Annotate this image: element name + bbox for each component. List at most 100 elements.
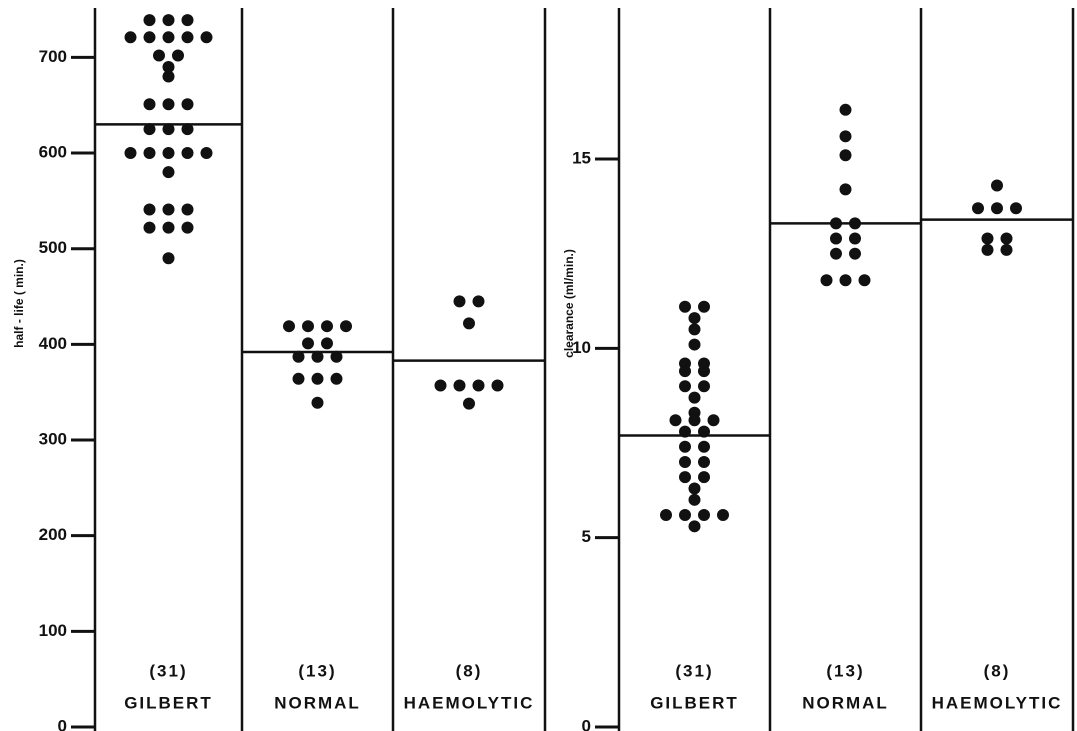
y-tick-label: 100 <box>39 621 67 640</box>
category-label: HAEMOLYTIC <box>932 693 1063 712</box>
y-tick-label: 600 <box>39 143 67 162</box>
data-point <box>858 274 871 287</box>
data-point <box>302 337 314 350</box>
data-point <box>200 147 213 160</box>
data-point <box>453 295 466 308</box>
data-point <box>340 320 352 333</box>
data-point <box>472 295 485 308</box>
y-tick-label: 400 <box>39 334 67 353</box>
data-point <box>162 60 175 73</box>
y-tick-label: 0 <box>58 716 67 731</box>
data-point <box>688 338 701 351</box>
data-point <box>830 247 842 260</box>
data-point <box>181 123 194 136</box>
data-point <box>302 320 314 333</box>
y-tick-label: 10 <box>572 338 591 357</box>
data-point <box>181 221 194 234</box>
data-point <box>981 232 994 245</box>
data-point <box>679 455 691 468</box>
data-point <box>311 350 324 363</box>
y-tick-label: 500 <box>39 238 67 257</box>
data-point <box>839 183 852 196</box>
data-point <box>162 147 175 160</box>
data-point <box>698 471 710 484</box>
data-point <box>162 252 175 265</box>
data-point <box>1000 232 1013 245</box>
data-point <box>453 379 466 392</box>
data-point <box>172 49 184 62</box>
data-point <box>162 166 175 179</box>
data-point <box>162 123 175 136</box>
data-point <box>688 482 701 495</box>
data-point <box>679 365 691 378</box>
data-point <box>669 414 682 427</box>
data-point <box>849 232 861 245</box>
data-point <box>688 391 701 404</box>
data-point <box>124 31 137 44</box>
data-point <box>660 508 672 521</box>
y-tick-label: 15 <box>572 149 591 168</box>
data-point <box>143 203 156 216</box>
data-point <box>162 70 175 83</box>
category-label: HAEMOLYTIC <box>404 693 535 712</box>
data-point <box>181 98 194 111</box>
data-point <box>200 31 213 44</box>
data-point <box>679 300 691 313</box>
data-point <box>688 520 701 533</box>
data-point <box>698 365 710 378</box>
data-point <box>820 274 833 287</box>
data-point <box>688 493 701 506</box>
data-point <box>330 372 343 385</box>
data-point <box>717 508 729 521</box>
group-size: (8) <box>456 661 483 680</box>
data-point <box>143 221 156 234</box>
data-point <box>143 123 156 136</box>
data-point <box>698 440 710 453</box>
data-point <box>698 455 710 468</box>
data-point <box>839 274 852 287</box>
y-axis-label: clearance (ml/min.) <box>562 249 576 358</box>
data-point <box>162 31 175 44</box>
y-tick-label: 300 <box>39 430 67 449</box>
data-point <box>153 49 165 62</box>
y-axis-label: half - life ( min.) <box>12 259 26 348</box>
data-point <box>321 320 333 333</box>
data-point <box>143 98 156 111</box>
data-point <box>330 350 343 363</box>
y-tick-label: 5 <box>582 527 591 546</box>
data-point <box>698 508 710 521</box>
data-point <box>143 31 156 44</box>
data-point <box>1000 243 1013 256</box>
data-point <box>311 396 324 409</box>
data-point <box>434 379 447 392</box>
data-point <box>688 414 701 427</box>
data-point <box>679 508 691 521</box>
category-label: GILBERT <box>124 693 213 712</box>
data-point <box>679 380 691 393</box>
data-point <box>839 149 852 162</box>
data-point <box>181 31 194 44</box>
data-point <box>162 14 175 27</box>
data-point <box>698 380 710 393</box>
data-point <box>311 372 324 385</box>
y-tick-label: 700 <box>39 47 67 66</box>
data-point <box>463 317 475 330</box>
data-point <box>972 202 984 215</box>
category-label: GILBERT <box>650 693 739 712</box>
data-point <box>839 103 852 116</box>
data-point <box>991 179 1003 192</box>
data-point <box>162 221 175 234</box>
data-point <box>162 98 175 111</box>
data-point <box>283 320 295 333</box>
data-point <box>181 14 194 27</box>
y-tick-label: 0 <box>582 716 591 731</box>
y-tick-label: 200 <box>39 525 67 544</box>
data-point <box>981 243 994 256</box>
data-point <box>849 247 861 260</box>
data-point <box>679 471 691 484</box>
group-size: (31) <box>675 661 713 680</box>
data-point <box>839 130 852 143</box>
data-point <box>472 379 485 392</box>
data-point <box>698 300 710 313</box>
